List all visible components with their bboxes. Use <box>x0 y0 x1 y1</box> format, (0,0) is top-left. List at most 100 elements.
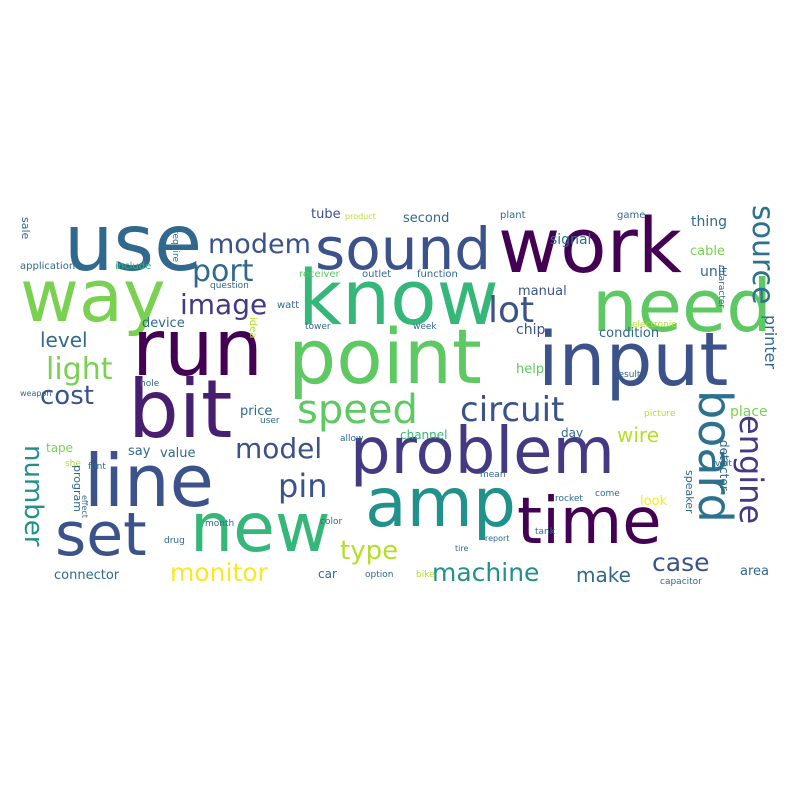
word: problem <box>350 415 615 489</box>
word: capacitor <box>660 577 702 587</box>
word: set <box>55 500 147 570</box>
word: number <box>20 445 48 547</box>
word: speaker <box>683 470 696 514</box>
word: price <box>240 404 273 419</box>
word: machine <box>432 558 540 587</box>
word: tube <box>311 207 341 222</box>
word: modem <box>208 229 311 260</box>
word: lot <box>488 290 535 331</box>
word: engine <box>732 415 770 525</box>
word: image <box>180 288 268 321</box>
word: signal <box>550 232 592 248</box>
word: manual <box>518 284 567 299</box>
word: line <box>84 439 214 523</box>
word: tank <box>535 527 555 537</box>
word: use <box>64 205 203 289</box>
word: program <box>71 465 84 512</box>
word: time <box>517 485 662 559</box>
word: monitor <box>170 558 268 587</box>
word: thing <box>691 214 728 230</box>
word: weapon <box>20 389 52 398</box>
word: sound <box>315 215 492 283</box>
word: place <box>730 404 768 420</box>
word: know <box>298 253 499 342</box>
word: board <box>688 390 742 523</box>
word: bit <box>128 363 233 456</box>
word: effect <box>80 495 89 518</box>
word: run <box>132 304 263 394</box>
word: question <box>210 281 249 291</box>
word: amp <box>365 464 517 543</box>
word: case <box>652 548 710 577</box>
word: receiver <box>299 269 340 280</box>
word: detector <box>717 440 731 491</box>
word: pin <box>278 467 328 505</box>
word: speed <box>297 387 418 433</box>
word: light <box>46 352 113 387</box>
word: condition <box>599 326 660 341</box>
word: model <box>235 432 323 465</box>
word: port <box>192 254 254 289</box>
word: electronic <box>632 320 677 330</box>
word: area <box>740 564 769 579</box>
word: chip <box>516 322 546 338</box>
word: help <box>516 362 545 377</box>
word: include <box>115 261 152 272</box>
word: mean <box>480 470 506 480</box>
word: second <box>403 211 450 226</box>
word: point <box>288 312 482 401</box>
word: drug <box>164 536 185 546</box>
word: value <box>160 446 196 461</box>
word: work <box>498 205 682 290</box>
word: circuit <box>460 390 565 430</box>
word: tower <box>305 322 331 332</box>
word: device <box>142 316 185 331</box>
word: report <box>485 534 510 543</box>
word: application <box>20 261 76 272</box>
word: input <box>538 317 729 403</box>
word: cost <box>40 381 94 411</box>
word: level <box>40 328 88 352</box>
word: watt <box>277 300 300 311</box>
word: allow <box>340 434 364 444</box>
word: unit <box>700 264 728 280</box>
word: volt <box>715 459 732 469</box>
word: user <box>260 416 280 426</box>
word: idea <box>247 317 258 339</box>
word: outlet <box>362 269 392 280</box>
word: look <box>640 494 668 509</box>
word: say <box>128 444 151 459</box>
word: plant <box>500 210 526 221</box>
word: picture <box>644 409 676 419</box>
word: need <box>592 264 772 348</box>
word: result <box>615 370 641 380</box>
word: connector <box>54 568 120 583</box>
word: font <box>88 462 106 472</box>
word: character <box>716 265 726 309</box>
word: channel <box>400 428 448 442</box>
word: day <box>561 426 584 440</box>
word-cloud: use way sound work know need run point i… <box>20 205 780 595</box>
word: cable <box>690 244 725 259</box>
word: she <box>65 459 81 469</box>
word: product <box>345 212 376 221</box>
word: sale <box>20 217 32 240</box>
word: week <box>413 322 437 332</box>
word: tire <box>455 544 469 553</box>
word: bike <box>416 570 435 580</box>
word: source <box>745 205 780 305</box>
word: way <box>20 254 166 338</box>
word: color <box>320 517 343 527</box>
word: rocket <box>555 494 583 504</box>
word: make <box>576 563 631 587</box>
word: hole <box>140 379 160 389</box>
word: car <box>318 567 337 581</box>
word: month <box>205 519 235 529</box>
word: wire <box>617 423 660 447</box>
word: tape <box>46 441 74 455</box>
word: type <box>340 536 399 566</box>
word: come <box>595 489 620 499</box>
word: printer <box>761 315 780 370</box>
word: game <box>617 210 646 221</box>
word: require <box>170 230 180 262</box>
